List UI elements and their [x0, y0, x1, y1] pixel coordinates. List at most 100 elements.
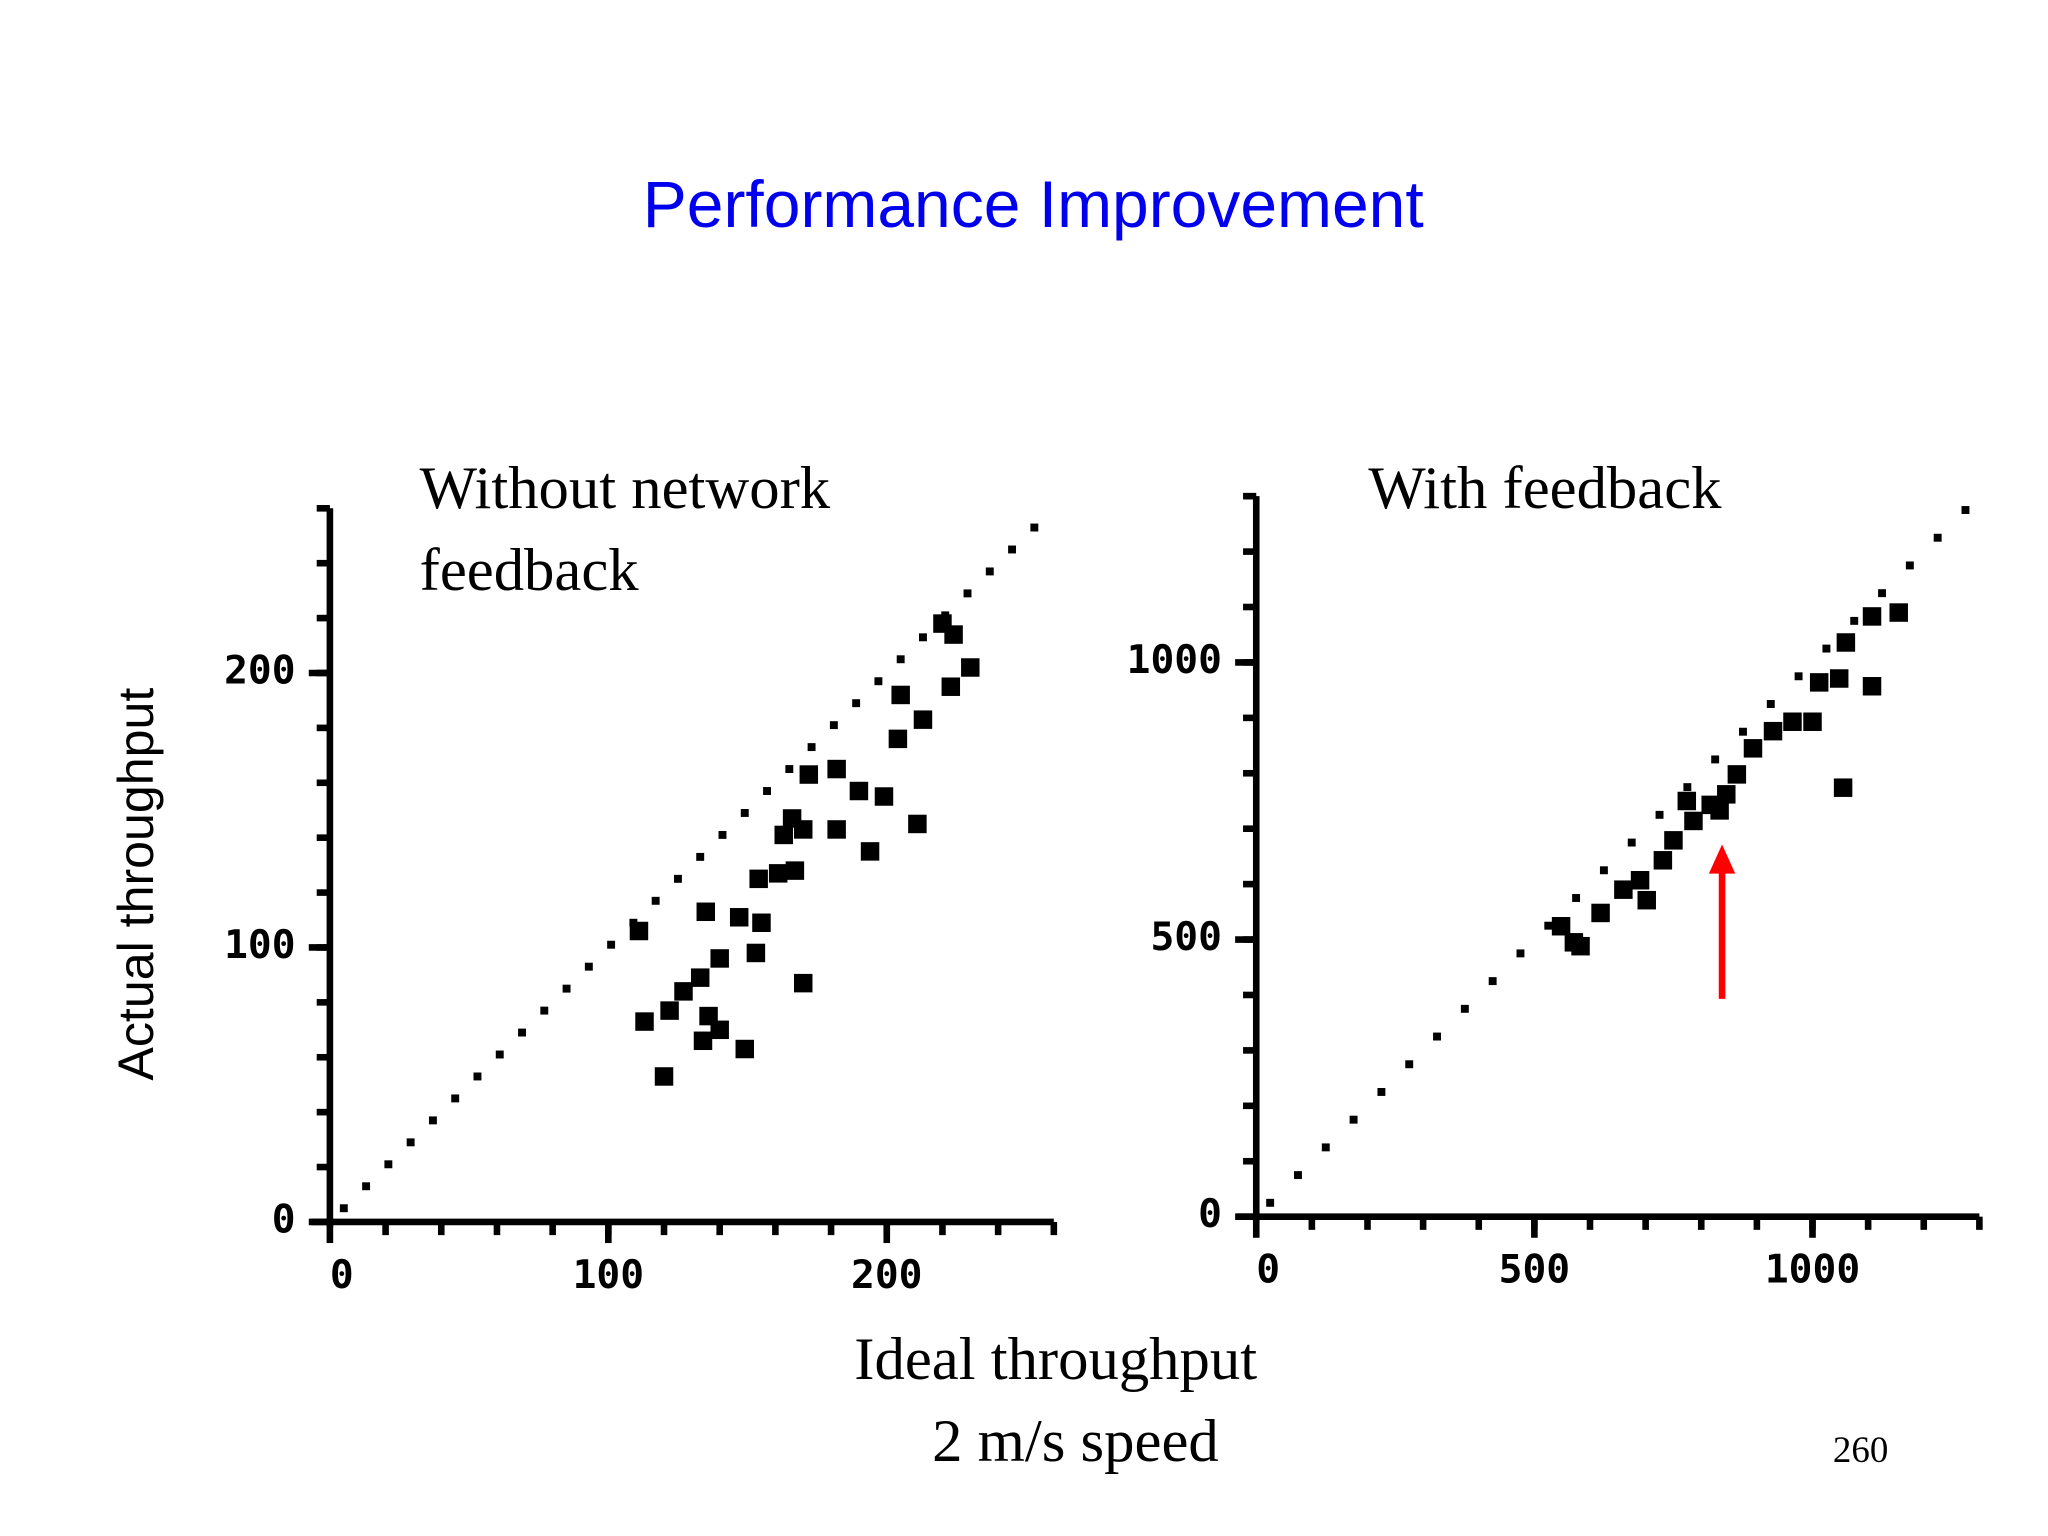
- x-tick-label: 500: [1499, 1247, 1570, 1293]
- scatter-point: [562, 984, 571, 993]
- scatter-point: [1630, 871, 1650, 890]
- scatter-point: [1266, 1198, 1275, 1207]
- scatter-point: [908, 814, 927, 834]
- scatter-point: [782, 809, 802, 828]
- scatter-point: [961, 658, 980, 677]
- scatter-point: [746, 943, 766, 963]
- scatter-point: [1655, 810, 1664, 819]
- scatter-point: [1794, 672, 1803, 681]
- scatter-point: [874, 677, 883, 686]
- scatter-point: [1008, 545, 1017, 554]
- scatter-point: [1683, 783, 1692, 792]
- scatter-point: [428, 1116, 437, 1125]
- scatter-point: [384, 1160, 393, 1169]
- x-tick-label: 0: [1256, 1247, 1280, 1293]
- x-tick-label: 0: [330, 1252, 354, 1298]
- scatter-point: [1862, 677, 1882, 696]
- scatter-point: [584, 962, 593, 971]
- scatter-point: [1614, 880, 1633, 899]
- scatter-point: [362, 1182, 371, 1191]
- scatter-point: [339, 1204, 348, 1213]
- scatter-point: [1653, 851, 1673, 870]
- slide-title: Performance Improvement: [643, 167, 1424, 241]
- scatter-point: [1783, 712, 1802, 731]
- scatter-point: [673, 874, 682, 883]
- scatter-point: [1571, 936, 1590, 956]
- scatter-point: [674, 982, 693, 1001]
- scatter-point: [1551, 917, 1571, 936]
- scatter-point: [1664, 831, 1683, 850]
- chart-title: With feedback: [1368, 455, 1722, 522]
- scatter-point: [896, 655, 905, 664]
- scatter-point: [473, 1072, 482, 1081]
- scatter-point: [891, 685, 910, 705]
- scatter-point: [913, 710, 933, 729]
- x-tick-label: 200: [851, 1252, 922, 1298]
- scatter-point: [1809, 673, 1829, 692]
- x-axis-label: Ideal throughput: [854, 1326, 1257, 1393]
- scatter-point: [518, 1028, 526, 1037]
- scatter-point: [1763, 721, 1783, 741]
- scatter-point: [1544, 921, 1553, 930]
- scatter-point: [1488, 977, 1497, 986]
- scatter-point: [495, 1050, 504, 1059]
- x-axis-label: 2 m/s speed: [932, 1408, 1219, 1475]
- scatter-point: [629, 921, 649, 941]
- chart-title: Without network: [420, 455, 831, 522]
- scatter-point: [1684, 811, 1703, 831]
- scatter-point: [690, 968, 710, 987]
- scatter-point: [785, 861, 805, 880]
- scatter-point: [752, 913, 771, 932]
- scatter-point: [1833, 778, 1853, 797]
- red-arrow: [1708, 844, 1736, 999]
- page-number: 260: [1833, 1429, 1888, 1470]
- x-tick-label: 1000: [1765, 1247, 1860, 1293]
- y-tick-label: 200: [224, 647, 295, 693]
- scatter-point: [874, 787, 894, 806]
- scatter-point: [710, 1020, 729, 1040]
- scatter-point: [827, 820, 846, 839]
- scatter-point: [774, 825, 793, 845]
- scatter-point: [852, 699, 861, 708]
- scatter-point: [1717, 785, 1736, 804]
- scatter-point: [1572, 894, 1581, 902]
- x-tick-label: 100: [573, 1252, 644, 1298]
- scatter-point: [1739, 727, 1747, 736]
- scatter-point: [710, 949, 729, 968]
- scatter-point: [1905, 561, 1914, 570]
- scatter-point: [1433, 1032, 1441, 1041]
- scatter-point: [406, 1138, 415, 1147]
- scatter-point: [785, 765, 794, 774]
- scatter-point: [860, 842, 880, 861]
- scatter-point: [919, 633, 927, 642]
- scatter-point: [607, 940, 616, 949]
- scatter-point: [1627, 838, 1636, 847]
- scatter-point: [807, 743, 816, 752]
- scatter-point: [651, 896, 660, 905]
- scatter-point: [1850, 616, 1859, 625]
- scatter-point: [793, 973, 813, 993]
- scatter-point: [1878, 589, 1886, 598]
- scatter-point: [451, 1094, 460, 1103]
- scatter-point: [749, 869, 768, 889]
- scatter-point: [1599, 866, 1608, 875]
- scatter-point: [963, 589, 972, 598]
- scatter-point: [1743, 739, 1763, 758]
- y-axis-label: Actual throughput: [108, 688, 164, 1081]
- scatter-point: [849, 781, 869, 801]
- scatter-point: [1405, 1060, 1414, 1069]
- scatter-point: [635, 1012, 654, 1031]
- y-tick-label: 0: [272, 1196, 296, 1242]
- scatter-point: [1889, 603, 1908, 622]
- scatter-point: [1822, 644, 1831, 653]
- scatter-point: [696, 852, 705, 861]
- scatter-point: [1836, 633, 1856, 652]
- scatter-point: [740, 809, 749, 817]
- scatter-point: [1377, 1088, 1386, 1096]
- scatter-point: [1727, 765, 1747, 784]
- scatter-point: [735, 1039, 754, 1059]
- scatter-point: [827, 759, 846, 779]
- scatter-point: [768, 864, 788, 883]
